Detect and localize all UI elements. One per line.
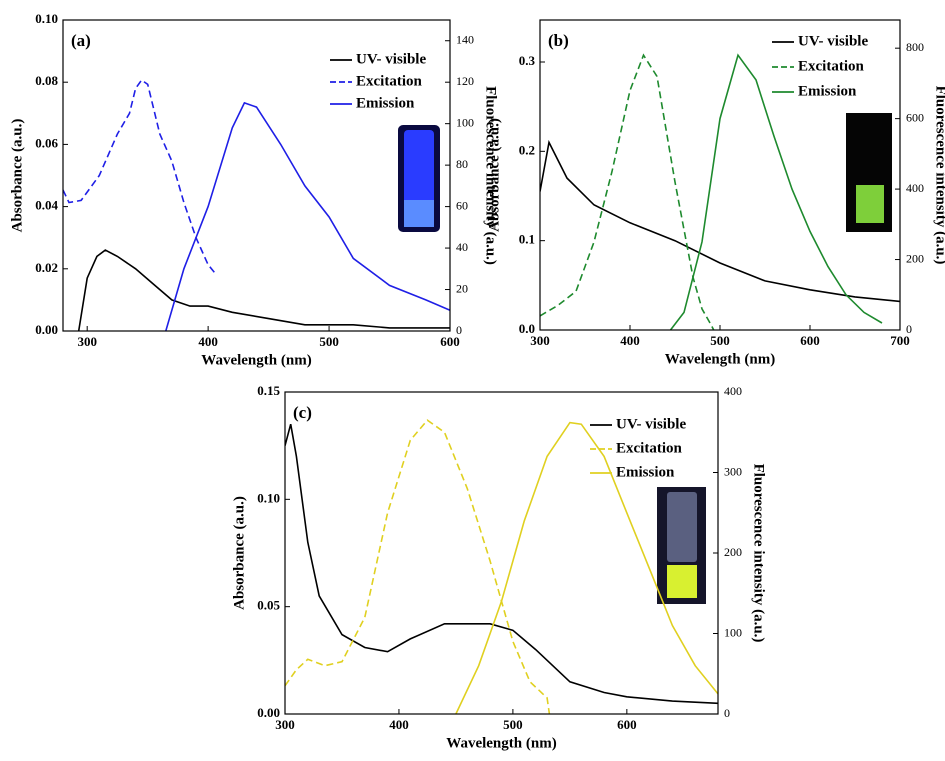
vial-a	[398, 125, 440, 232]
x-tick-label: 600	[440, 334, 460, 349]
legend-label: Excitation	[798, 58, 864, 74]
y2-tick-label: 600	[906, 110, 924, 124]
y2-tick-label: 0	[456, 323, 462, 337]
panel-label: (c)	[293, 403, 312, 422]
y2-tick-label: 40	[456, 240, 468, 254]
y-tick-label: 0.2	[519, 142, 535, 157]
y-axis-title: Absorbance (a.u.)	[231, 496, 247, 610]
y2-tick-label: 200	[724, 545, 742, 559]
y2-axis-title: Fluorescence intensity (a.u.)	[933, 86, 945, 265]
legend-label: Emission	[798, 83, 857, 99]
x-tick-label: 500	[710, 333, 730, 348]
y-axis-title: Absorbance (a.u.)	[486, 118, 502, 232]
y-tick-label: 0.10	[35, 11, 58, 26]
series-line	[63, 78, 218, 276]
y2-tick-label: 400	[724, 384, 742, 398]
plot-frame	[62, 19, 451, 332]
y2-tick-label: 20	[456, 281, 468, 295]
y-tick-label: 0.06	[35, 135, 58, 150]
y2-axis-title: Fluorescence intensity (a.u.)	[483, 86, 499, 265]
y-tick-label: 0.04	[35, 198, 58, 213]
y2-tick-label: 400	[906, 181, 924, 195]
x-tick-label: 700	[890, 333, 910, 348]
y-tick-label: 0.15	[257, 383, 280, 398]
series-line	[77, 249, 450, 331]
series-line	[540, 139, 900, 303]
y-tick-label: 0.02	[35, 260, 58, 275]
y-tick-label: 0.0	[519, 321, 535, 336]
panel-label: (b)	[548, 31, 569, 50]
legend-label: UV- visible	[616, 416, 686, 432]
y2-tick-label: 0	[906, 322, 912, 336]
y2-tick-label: 0	[724, 706, 730, 720]
x-tick-label: 400	[389, 717, 409, 732]
y2-tick-label: 80	[456, 157, 468, 171]
vial-c	[657, 487, 706, 604]
series-line	[285, 423, 718, 705]
x-tick-label: 600	[800, 333, 820, 348]
x-tick-label: 400	[198, 334, 218, 349]
series-line	[669, 53, 883, 330]
series-line	[455, 421, 718, 714]
y-tick-label: 0.10	[257, 490, 280, 505]
y2-tick-label: 140	[456, 32, 474, 46]
x-tick-label: 400	[620, 333, 640, 348]
x-axis-title: Wavelength (nm)	[665, 351, 775, 367]
y2-tick-label: 120	[456, 74, 474, 88]
x-tick-label: 500	[503, 717, 523, 732]
legend-label: Emission	[356, 95, 415, 111]
y-tick-label: 0.08	[35, 73, 58, 88]
panel-label: (a)	[71, 31, 91, 50]
series-line	[165, 101, 450, 331]
vial-b	[846, 113, 892, 232]
legend-label: Emission	[616, 464, 675, 480]
y-tick-label: 0.05	[257, 598, 280, 613]
y2-tick-label: 800	[906, 40, 924, 54]
series-line	[540, 53, 715, 330]
x-tick-label: 300	[530, 333, 550, 348]
x-axis-title: Wavelength (nm)	[201, 352, 311, 368]
y-tick-label: 0.1	[519, 232, 535, 247]
x-tick-label: 300	[77, 334, 97, 349]
x-axis-title: Wavelength (nm)	[446, 735, 556, 751]
legend-label: UV- visible	[798, 33, 868, 49]
y2-tick-label: 300	[724, 464, 742, 478]
y2-tick-label: 200	[906, 251, 924, 265]
legend-label: UV- visible	[356, 51, 426, 67]
y-tick-label: 0.00	[35, 322, 58, 337]
y2-tick-label: 60	[456, 198, 468, 212]
y-tick-label: 0.00	[257, 705, 280, 720]
x-tick-label: 300	[275, 717, 295, 732]
y2-axis-title: Fluorescence intensity (a.u.)	[751, 464, 767, 643]
x-tick-label: 600	[617, 717, 637, 732]
legend-label: Excitation	[616, 440, 682, 456]
legend-label: Excitation	[356, 73, 422, 89]
y2-tick-label: 100	[456, 115, 474, 129]
y-axis-title: Absorbance (a.u.)	[9, 119, 25, 233]
y-tick-label: 0.3	[519, 53, 536, 68]
x-tick-label: 500	[319, 334, 339, 349]
y2-tick-label: 100	[724, 625, 742, 639]
series-line	[285, 419, 551, 714]
